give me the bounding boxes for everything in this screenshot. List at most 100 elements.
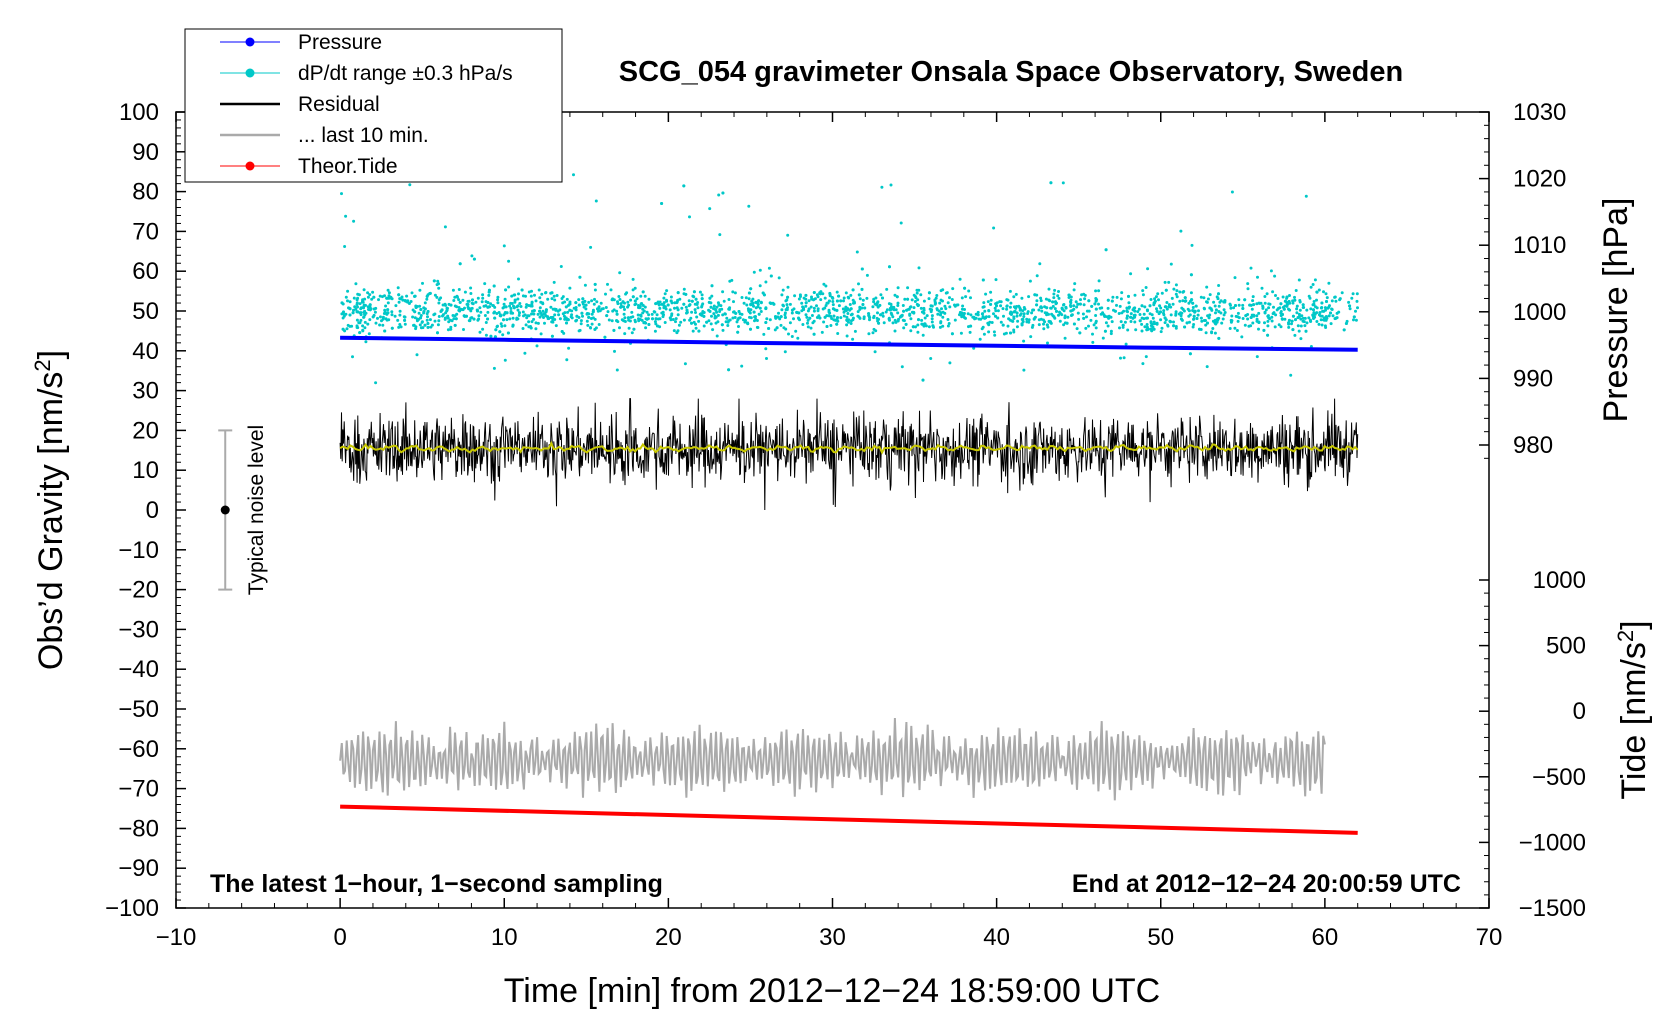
dpdt-dot [1208,306,1212,310]
dpdt-dot [443,302,447,306]
dpdt-dot [417,311,421,315]
dpdt-dot [1320,306,1324,309]
dpdt-dot [812,306,816,310]
dpdt-dot [378,323,382,327]
dpdt-dot [414,306,418,309]
dpdt-dot [823,296,827,300]
dpdt-dot [1122,356,1126,360]
dpdt-dot [993,333,997,337]
dpdt-dot [948,361,952,365]
dpdt-dot [356,326,360,330]
dpdt-dot [798,293,802,297]
dpdt-dot [574,306,578,309]
dpdt-dot [1155,321,1159,325]
dpdt-dot [1327,281,1331,285]
dpdt-dot [589,245,593,249]
dpdt-dot [1280,317,1284,321]
dpdt-dot [619,302,623,306]
dpdt-dot [1236,311,1240,315]
dpdt-dot [457,298,461,302]
dpdt-dot [737,310,741,313]
dpdt-dot [710,314,713,318]
dpdt-dot [1319,318,1323,322]
theor-tide-line [340,804,1358,835]
dpdt-dot [351,355,354,359]
dpdt-dot [1110,299,1114,303]
dpdt-dot [516,308,520,312]
dpdt-dot [931,324,935,328]
dpdt-dot [527,320,531,324]
dpdt-dot [1200,319,1204,323]
dpdt-dot [445,309,449,313]
dpdt-dot [1027,318,1031,322]
dpdt-dots [340,173,1359,385]
residual-line [339,398,1359,511]
dpdt-dot [1189,273,1193,277]
dpdt-dot [759,310,763,313]
dpdt-dot [737,325,740,328]
dpdt-dot [1232,306,1236,310]
y-tide-tick-label: 1000 [1533,567,1586,594]
dpdt-dot [1050,312,1054,316]
dpdt-dot [1039,299,1043,303]
dpdt-dot [569,315,573,319]
dpdt-dot [719,304,723,308]
dpdt-dot [733,316,737,319]
dpdt-dot [923,316,927,320]
dpdt-dot [521,327,525,330]
dpdt-dot [530,300,534,304]
dpdt-dot [676,298,680,302]
dpdt-dot [453,304,457,308]
dpdt-dot [707,319,711,323]
dpdt-dot [1054,300,1057,304]
dpdt-dot [1009,301,1013,305]
dpdt-dot [925,314,929,318]
dpdt-dot [849,307,853,311]
dpdt-dot [348,307,352,311]
dpdt-dot [732,300,735,304]
dpdt-dot [684,305,688,309]
dpdt-dot [698,312,702,316]
dpdt-dot [999,300,1003,304]
dpdt-dot [1160,326,1164,330]
dpdt-dot [786,295,790,299]
dpdt-dot [1131,316,1135,320]
dpdt-dot [705,320,709,324]
dpdt-dot [749,308,753,312]
dpdt-dot [534,327,538,331]
dpdt-dot [1249,266,1253,270]
dpdt-dot [812,332,816,336]
dpdt-dot [1027,295,1031,299]
y-tide-tick-label: −1000 [1519,829,1586,856]
dpdt-dot [987,315,991,319]
dpdt-dot [524,305,528,309]
dpdt-dot [1195,317,1199,320]
dpdt-dot [580,311,584,315]
dpdt-dot [1159,306,1163,310]
dpdt-dot [590,322,594,326]
dpdt-dot [544,291,548,294]
dpdt-dot [1167,280,1171,284]
dpdt-dot [806,325,810,329]
dpdt-dot [1309,345,1313,348]
dpdt-dot [1170,296,1174,300]
dpdt-dot [707,300,711,304]
dpdt-dot [984,316,988,320]
dpdt-dot [1035,299,1039,303]
dpdt-dot [653,329,657,333]
dpdt-dot [969,324,973,328]
dpdt-dot [359,318,363,322]
dpdt-dot [1103,314,1107,318]
dpdt-dot [644,326,648,330]
dpdt-dot [436,279,440,283]
dpdt-dot [1162,309,1166,313]
dpdt-dot [914,325,917,329]
dpdt-dot [1214,322,1218,326]
dpdt-dot [1204,319,1207,322]
dpdt-dot [1152,327,1156,331]
dpdt-dot [401,298,405,302]
dpdt-dot [966,312,970,316]
dpdt-dot [951,287,955,291]
dpdt-dot [1236,319,1240,323]
